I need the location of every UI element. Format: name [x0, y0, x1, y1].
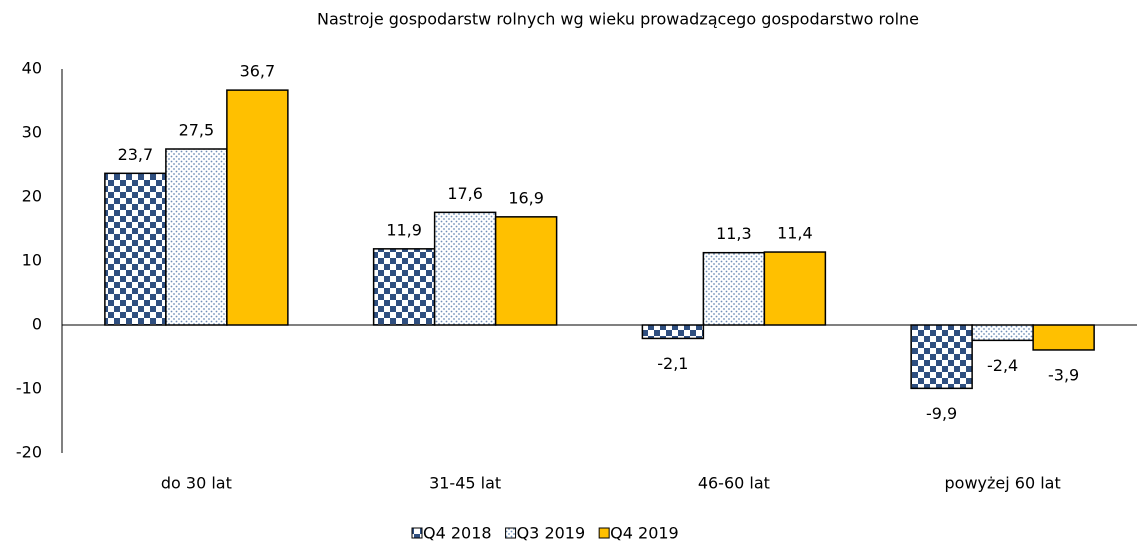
legend-label: Q4 2018: [423, 524, 492, 543]
value-label: -2,1: [657, 354, 688, 373]
value-label: 17,6: [447, 184, 483, 203]
value-label: 11,3: [716, 224, 752, 243]
y-tick-label: -10: [16, 379, 42, 398]
legend-swatch: [411, 527, 423, 539]
value-label: 27,5: [179, 121, 215, 140]
x-tick-label: do 30 lat: [161, 474, 232, 493]
bar: [494, 216, 558, 326]
value-label: -2,4: [987, 356, 1018, 375]
value-label: 36,7: [240, 62, 276, 81]
bar: [1032, 324, 1095, 351]
legend-swatch: [505, 527, 517, 539]
value-label: 23,7: [118, 145, 154, 164]
value-label: 11,4: [777, 224, 813, 243]
bar: [641, 324, 705, 340]
y-tick-label: 10: [22, 251, 42, 270]
bar: [763, 251, 827, 326]
bar: [165, 148, 228, 326]
y-tick-label: 20: [22, 187, 42, 206]
x-tick-label: powyżej 60 lat: [945, 474, 1061, 493]
bar: [702, 251, 766, 326]
x-tick-label: 46-60 lat: [698, 474, 770, 493]
x-tick-label: 31-45 lat: [429, 474, 501, 493]
bar: [971, 324, 1034, 342]
value-label: -3,9: [1048, 365, 1079, 384]
y-tick-label: 40: [22, 59, 42, 78]
bar: [372, 248, 436, 326]
legend-label: Q4 2019: [610, 524, 679, 543]
bar: [433, 211, 497, 326]
value-label: 11,9: [386, 220, 422, 239]
bar: [910, 324, 973, 390]
y-tick-label: -20: [16, 443, 42, 462]
legend-label: Q3 2019: [517, 524, 586, 543]
chart-title: Nastroje gospodarstw rolnych wg wieku pr…: [317, 10, 919, 29]
value-label: -9,9: [926, 404, 957, 423]
y-tick-label: 0: [32, 315, 42, 334]
y-tick-label: 30: [22, 123, 42, 142]
legend-swatch: [598, 527, 610, 539]
bar: [226, 89, 289, 326]
bar: [104, 172, 167, 326]
value-label: 16,9: [508, 188, 544, 207]
